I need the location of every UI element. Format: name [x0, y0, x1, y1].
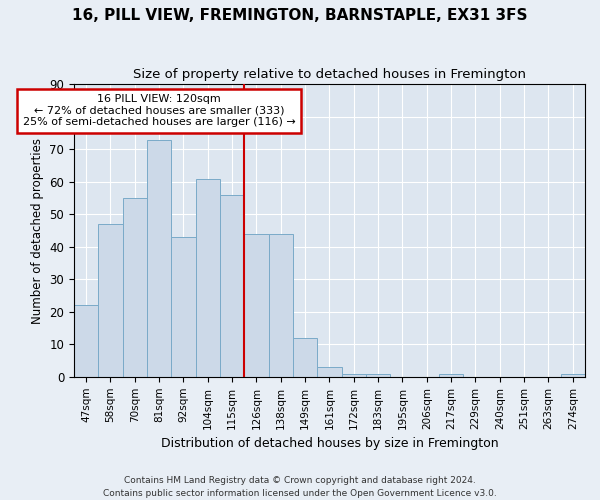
Bar: [269, 234, 293, 377]
Bar: [244, 234, 269, 377]
Y-axis label: Number of detached properties: Number of detached properties: [31, 138, 44, 324]
Bar: [122, 198, 147, 377]
Title: Size of property relative to detached houses in Fremington: Size of property relative to detached ho…: [133, 68, 526, 80]
Bar: [74, 306, 98, 377]
Bar: [171, 237, 196, 377]
Bar: [98, 224, 122, 377]
Bar: [220, 195, 244, 377]
X-axis label: Distribution of detached houses by size in Fremington: Distribution of detached houses by size …: [161, 437, 498, 450]
Bar: [293, 338, 317, 377]
Text: Contains HM Land Registry data © Crown copyright and database right 2024.
Contai: Contains HM Land Registry data © Crown c…: [103, 476, 497, 498]
Bar: [147, 140, 171, 377]
Bar: [439, 374, 463, 377]
Text: 16 PILL VIEW: 120sqm
← 72% of detached houses are smaller (333)
25% of semi-deta: 16 PILL VIEW: 120sqm ← 72% of detached h…: [23, 94, 295, 128]
Text: 16, PILL VIEW, FREMINGTON, BARNSTAPLE, EX31 3FS: 16, PILL VIEW, FREMINGTON, BARNSTAPLE, E…: [72, 8, 528, 22]
Bar: [366, 374, 390, 377]
Bar: [196, 178, 220, 377]
Bar: [341, 374, 366, 377]
Bar: [560, 374, 585, 377]
Bar: [317, 367, 341, 377]
